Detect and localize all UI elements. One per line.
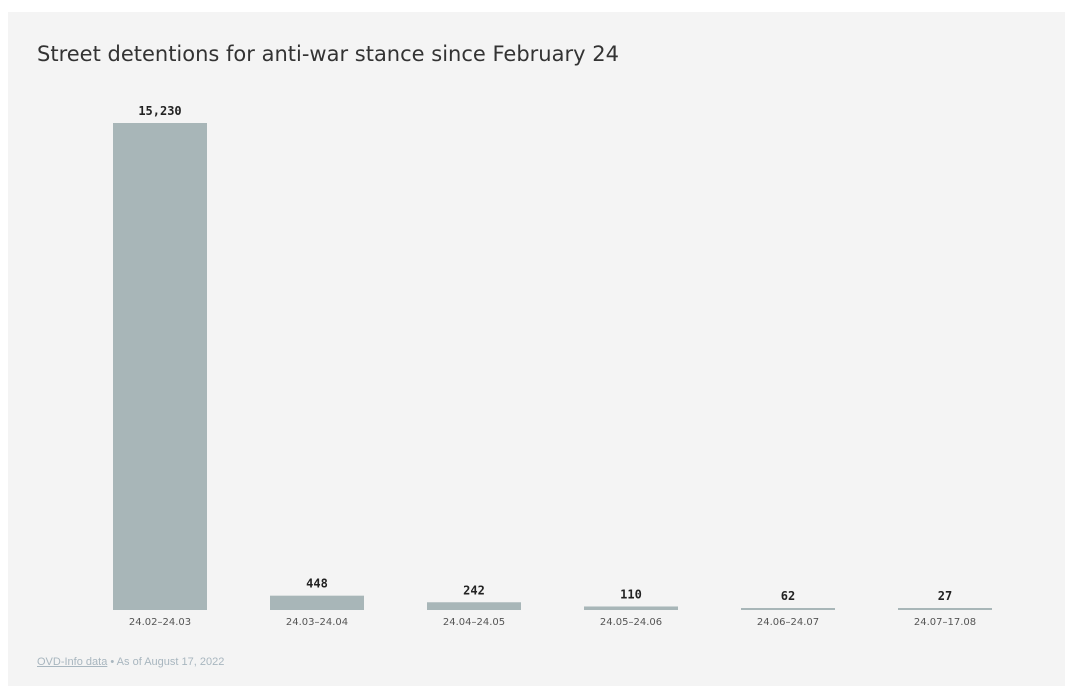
bar-6 [898,608,992,610]
bar-2 [270,595,364,610]
value-label-5: 62 [781,589,795,603]
value-label-6: 27 [938,589,952,603]
bar-5 [741,608,835,610]
chart-panel: Street detentions for anti-war stance si… [8,12,1065,686]
chart-title: Street detentions for anti-war stance si… [37,42,619,66]
x-tick-label-2: 24.03–24.04 [286,617,348,628]
source-link[interactable]: OVD-Info data [37,656,108,668]
x-tick-label-3: 24.04–24.05 [443,617,505,628]
bar-3 [427,602,521,610]
x-tick-label-6: 24.07–17.08 [914,617,976,628]
bar-chart: 15,230 24.02–24.03 448 24.03–24.04 242 24.04–… [113,104,992,628]
chart-footer: OVD-Info data • As of August 17, 2022 [37,656,224,668]
value-label-3: 242 [463,583,485,597]
as-of-note: • As of August 17, 2022 [107,656,225,668]
x-tick-label-4: 24.05–24.06 [600,617,662,628]
value-label-1: 15,230 [138,104,181,118]
bar-1 [113,123,207,610]
value-label-4: 110 [620,587,642,601]
x-tick-label-1: 24.02–24.03 [129,617,191,628]
bar-4 [584,606,678,610]
x-tick-label-5: 24.06–24.07 [757,617,819,628]
value-label-2: 448 [306,577,328,591]
